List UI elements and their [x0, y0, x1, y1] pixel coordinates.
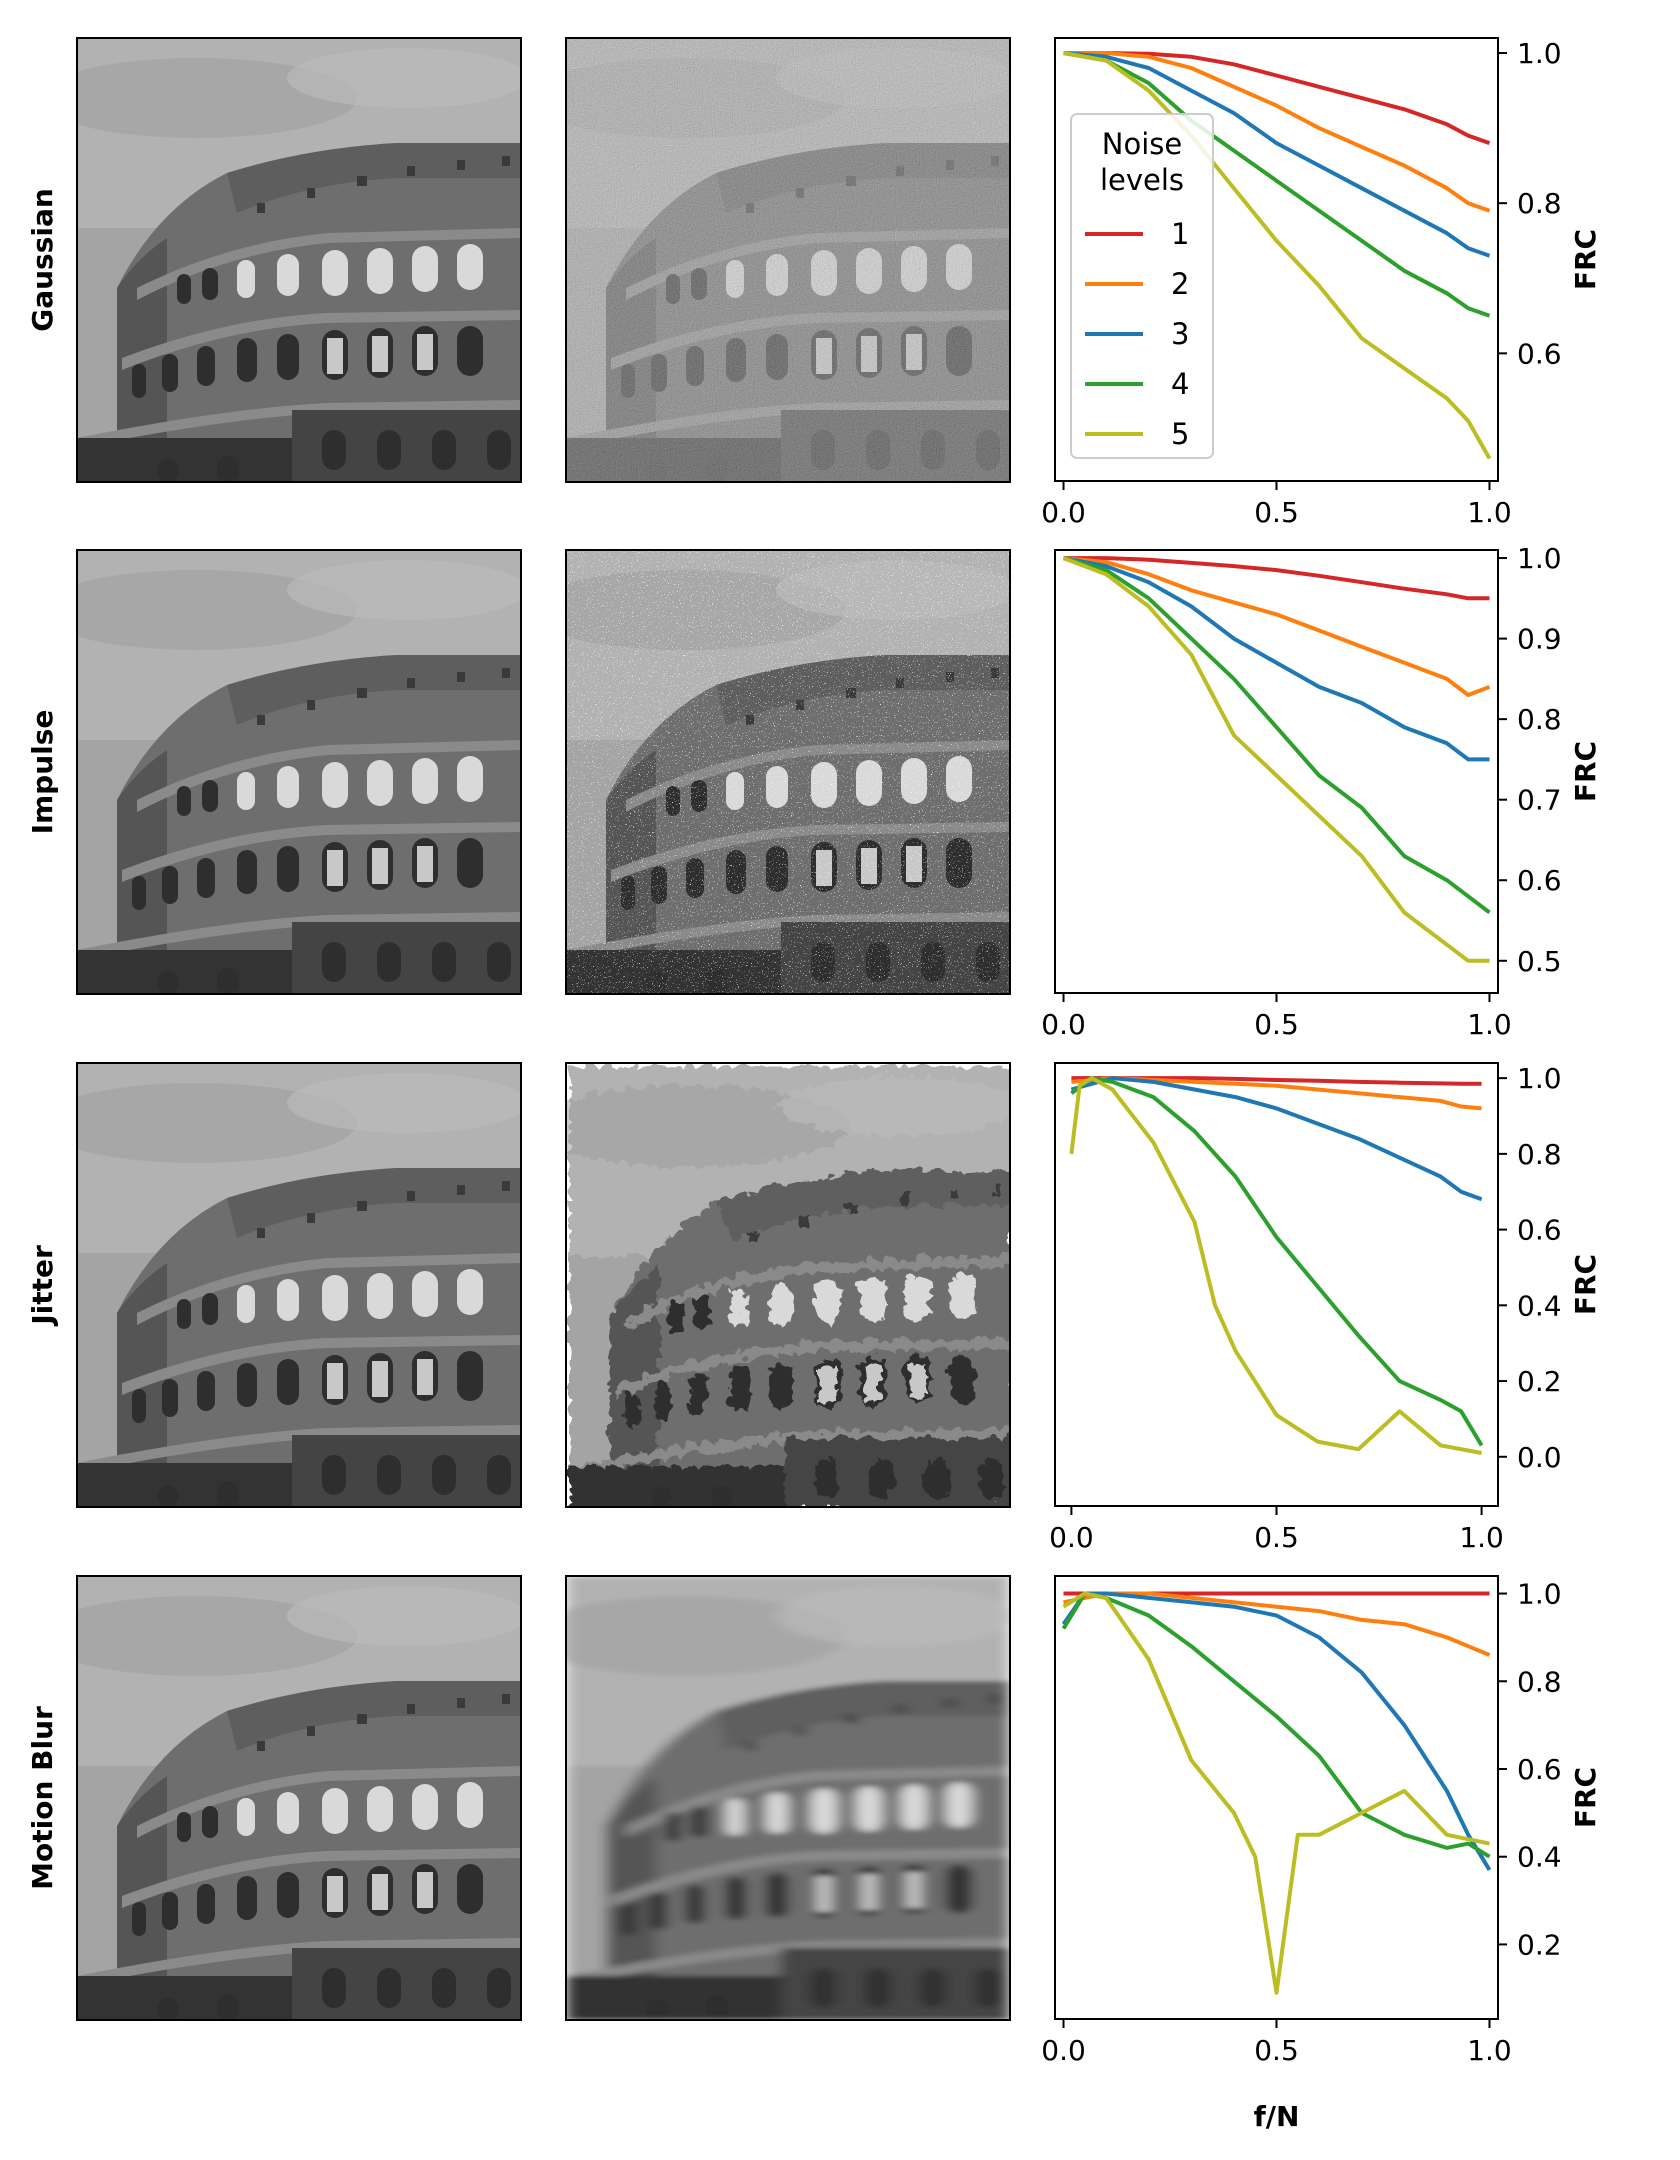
- original-image: [76, 1062, 522, 1508]
- series-line-1: [1063, 556, 1490, 601]
- row-1: Gaussian: [26, 37, 1602, 529]
- x-tick-label: 0.5: [1254, 496, 1299, 529]
- y-tick-label: 0.2: [1517, 1928, 1562, 1961]
- series-line-4: [1063, 51, 1491, 318]
- x-tick-label: 1.0: [1459, 1521, 1504, 1554]
- series-line-5: [1063, 51, 1492, 460]
- x-tick-label: 1.0: [1467, 496, 1512, 529]
- series-line-3: [1070, 1076, 1483, 1202]
- series-line-4: [1070, 1076, 1484, 1447]
- degraded-image: [565, 37, 1011, 483]
- y-tick-label: 1.0: [1517, 37, 1562, 70]
- y-tick-label: 0.8: [1517, 703, 1562, 736]
- original-image: [76, 1575, 522, 2021]
- row-label: Gaussian: [26, 188, 59, 332]
- legend-title: Noise: [1102, 127, 1182, 161]
- y-tick-label: 0.2: [1517, 1365, 1562, 1398]
- x-tick-label: 1.0: [1467, 2034, 1512, 2067]
- legend-entry-3: 3: [1171, 317, 1189, 351]
- y-axis-label: FRC: [1569, 1254, 1602, 1315]
- degraded-image: [565, 1575, 1011, 2021]
- series-line-5: [1062, 556, 1490, 963]
- x-tick-label: 0.0: [1041, 496, 1086, 529]
- y-tick-label: 0.5: [1517, 945, 1562, 978]
- y-tick-label: 1.0: [1517, 1062, 1562, 1095]
- y-tick-label: 1.0: [1517, 542, 1562, 575]
- series-line-5: [1062, 1591, 1490, 1995]
- x-tick-label: 0.0: [1049, 1521, 1094, 1554]
- y-axis-label: FRC: [1569, 1767, 1602, 1828]
- series-line-3: [1063, 51, 1491, 258]
- y-tick-label: 1.0: [1517, 1578, 1562, 1611]
- row-4: Motion Blur: [26, 1575, 1602, 2133]
- y-tick-label: 0.6: [1517, 1753, 1562, 1786]
- y-tick-label: 0.6: [1517, 1214, 1562, 1247]
- legend-title: levels: [1100, 163, 1184, 197]
- x-tick-label: 1.0: [1467, 1008, 1512, 1041]
- row-label: Jitter: [26, 1245, 59, 1327]
- degraded-image: [565, 549, 1011, 995]
- row-3: Jitter: [26, 1062, 1602, 1554]
- y-tick-label: 0.6: [1517, 337, 1562, 370]
- frc-chart: 0.0 0.5 1.0 0.0 0.2 0.4 0.6 0.8 1.0 FRC: [1049, 1062, 1602, 1554]
- x-tick-label: 0.5: [1254, 1521, 1299, 1554]
- y-axis-label: FRC: [1569, 229, 1602, 290]
- original-image: [76, 37, 522, 483]
- series-line-3: [1061, 1591, 1492, 1871]
- series-line-5: [1069, 1076, 1482, 1455]
- x-axis-label: f/N: [1254, 2100, 1300, 2133]
- y-tick-label: 0.8: [1517, 187, 1562, 220]
- x-tick-label: 0.5: [1254, 1008, 1299, 1041]
- y-tick-label: 0.8: [1517, 1138, 1562, 1171]
- y-tick-label: 0.9: [1517, 623, 1562, 656]
- series-line-3: [1063, 556, 1490, 762]
- frc-chart: 0.0 0.5 1.0 0.2 0.4 0.6 0.8 1.0 FRC f/N: [1041, 1575, 1602, 2133]
- y-tick-label: 0.4: [1517, 1289, 1562, 1322]
- x-tick-label: 0.0: [1041, 1008, 1086, 1041]
- legend-entry-4: 4: [1171, 367, 1189, 401]
- y-tick-label: 0.4: [1517, 1841, 1562, 1874]
- series-line-2: [1063, 51, 1491, 213]
- x-tick-label: 0.0: [1041, 2034, 1086, 2067]
- row-2: Impulse: [26, 542, 1602, 1041]
- row-label: Motion Blur: [26, 1706, 59, 1890]
- x-tick-label: 0.5: [1254, 2034, 1299, 2067]
- series-line-4: [1062, 556, 1491, 915]
- y-tick-label: 0.6: [1517, 864, 1562, 897]
- series-line-2: [1063, 556, 1491, 697]
- y-tick-label: 0.0: [1517, 1441, 1562, 1474]
- row-label: Impulse: [26, 710, 59, 835]
- original-image: [76, 549, 522, 995]
- y-axis-label: FRC: [1569, 741, 1602, 802]
- y-tick-label: 0.7: [1517, 784, 1562, 817]
- plot-frame: [1054, 1575, 1499, 2020]
- legend-entry-5: 5: [1171, 417, 1189, 451]
- legend-entry-1: 1: [1171, 217, 1189, 251]
- legend-entry-2: 2: [1171, 267, 1189, 301]
- degraded-image: [565, 1062, 1011, 1508]
- series-line-2: [1063, 1591, 1491, 1657]
- series-line-1: [1063, 51, 1491, 145]
- series-line-4: [1061, 1591, 1491, 1859]
- y-tick-label: 0.8: [1517, 1665, 1562, 1698]
